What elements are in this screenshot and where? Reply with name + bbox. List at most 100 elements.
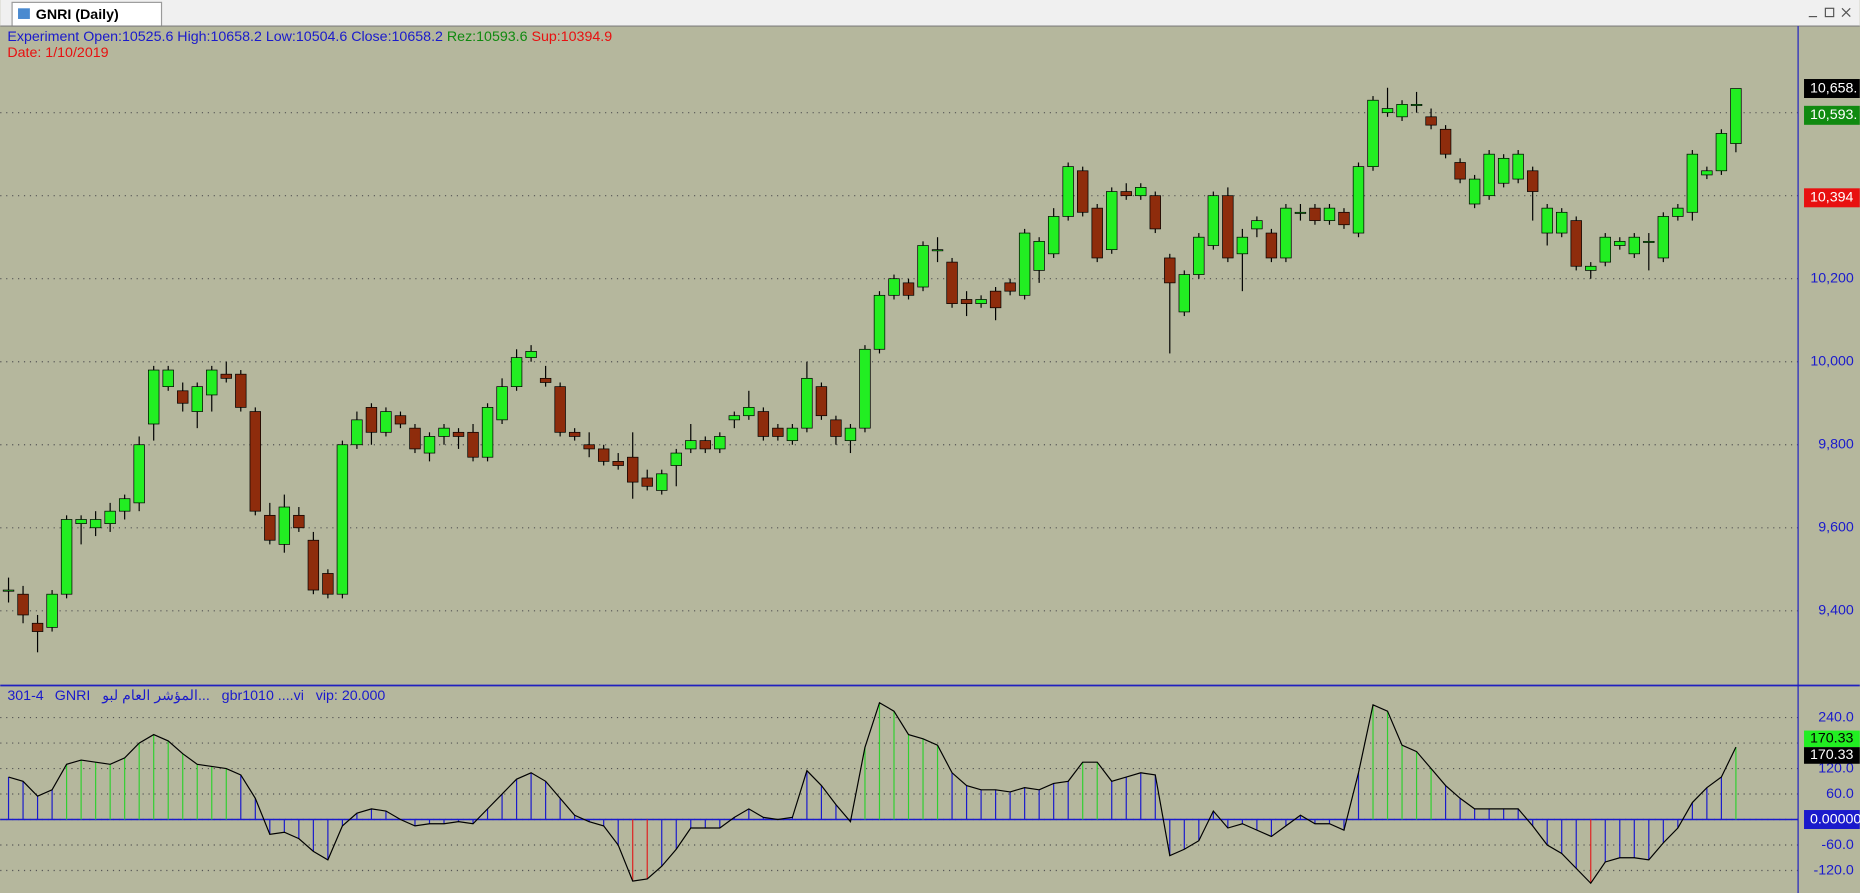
candle-body [1018, 232, 1031, 296]
candle-body [714, 436, 726, 450]
info-rez: Rez:10593.6 [447, 29, 528, 45]
price-badge-label: 10,394 [1810, 190, 1854, 206]
candle-body [17, 593, 29, 616]
y-tick-label: 9,400 [1818, 603, 1854, 619]
candle-body [1077, 170, 1089, 213]
maximize[interactable] [1824, 7, 1835, 18]
candle-body [873, 294, 886, 350]
candle-body [1628, 236, 1640, 255]
candle-body [1062, 166, 1074, 217]
candle-body [641, 477, 653, 487]
indicator-badge [1804, 730, 1860, 748]
candle-body [539, 377, 552, 383]
candle-body [1309, 207, 1321, 221]
candle-body [772, 427, 784, 437]
candle-body [1265, 232, 1278, 259]
candle-body [1425, 116, 1437, 126]
candle-body [583, 444, 595, 450]
candle-body [1120, 191, 1132, 197]
candle-body [1657, 216, 1670, 259]
candle-body [685, 440, 697, 450]
candle-body [1280, 207, 1292, 259]
candle-body [888, 278, 900, 296]
y-tick-label: 9,800 [1818, 437, 1854, 453]
indicator-panel: -120.0-60.00.0000060.0120.0180.0240.0170… [0, 701, 1860, 885]
y-tick-label: 120.0 [1818, 760, 1854, 776]
candle-body [1193, 236, 1205, 275]
candle-body [1643, 240, 1655, 243]
candle-body [815, 386, 828, 417]
candle-body [293, 514, 305, 529]
candle-body [1251, 220, 1263, 230]
candle-body [1381, 108, 1394, 114]
tab-bar [0, 0, 1860, 27]
candle-body [1352, 166, 1365, 234]
info-sup: Sup:10394.9 [531, 29, 612, 45]
close[interactable] [1841, 7, 1851, 18]
candle-body [1614, 240, 1626, 246]
candle-body [568, 431, 581, 437]
candle-body [1512, 153, 1524, 180]
candle-body [2, 589, 15, 592]
candle-body [699, 440, 711, 450]
candle-body [351, 419, 363, 446]
candle-body [1294, 211, 1307, 214]
candle-body [177, 390, 189, 404]
candle-body [365, 407, 378, 433]
indicator-badge [1804, 747, 1860, 764]
candle-body [830, 419, 842, 437]
candle-body [380, 411, 392, 433]
ind-title-part: gbr1010 ....vi [222, 688, 304, 704]
price-badge [1804, 79, 1860, 98]
candle-body [931, 249, 944, 252]
candle-body [481, 407, 494, 458]
candle-body [1686, 153, 1699, 213]
price-panel: 9,4009,6009,80010,00010,20010,40010,6001… [0, 79, 1860, 653]
candle-body [1033, 240, 1045, 271]
candle-body [1454, 162, 1466, 180]
candle-body [1468, 178, 1481, 205]
candle-body [525, 351, 537, 358]
candle-body [394, 415, 407, 425]
candle-body [728, 415, 741, 421]
candle-body [322, 573, 334, 595]
candle-body [1004, 282, 1016, 292]
candle-body [1236, 236, 1249, 255]
candle-body [902, 282, 915, 296]
candle-body [670, 452, 682, 466]
candle-body [60, 519, 73, 595]
candle-body [627, 456, 639, 483]
candle-body [743, 407, 755, 417]
ind-title-part: vip: 20.000 [316, 688, 386, 704]
candle-body [757, 411, 770, 437]
candle-body [510, 357, 523, 387]
candle-body [75, 519, 87, 524]
candle-body [1164, 257, 1176, 284]
tab-icon [18, 8, 30, 19]
y-tick-label: -120.0 [1814, 862, 1854, 878]
candle-body [1338, 211, 1350, 226]
indicator-badge-label: 170.33 [1810, 747, 1854, 763]
candle-body [597, 448, 610, 462]
candle-body [1178, 274, 1191, 313]
y-tick-label: -60.0 [1821, 837, 1854, 853]
candle-body [1541, 207, 1553, 234]
candle-body [307, 539, 320, 591]
price-badge [1804, 188, 1860, 208]
candle-body [1323, 207, 1336, 221]
candle-body [975, 299, 987, 304]
candle-body [118, 498, 131, 512]
tab-title[interactable]: GNRI (Daily) [36, 7, 119, 23]
candle-body [1556, 211, 1568, 234]
candle-body [1149, 195, 1161, 230]
candle-body [496, 386, 508, 421]
indicator-badge-label: 170.33 [1810, 731, 1854, 747]
candle-body [859, 348, 871, 429]
candle-body [1207, 195, 1220, 246]
candle-body [452, 431, 465, 437]
candle-body [1396, 104, 1408, 118]
indicator-title: 301-4 GNRI المؤشر العام لبو... gbr1010 ...… [7, 688, 385, 704]
y-tick-label: 0.00000 [1810, 811, 1860, 827]
